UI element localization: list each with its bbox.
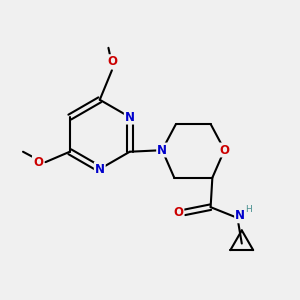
Text: O: O [220, 143, 230, 157]
Text: N: N [125, 111, 135, 124]
Text: N: N [157, 143, 167, 157]
Text: O: O [107, 55, 117, 68]
Text: O: O [33, 156, 43, 169]
Text: N: N [235, 209, 245, 222]
Text: H: H [245, 205, 252, 214]
Text: N: N [95, 163, 105, 176]
Text: O: O [173, 206, 183, 219]
